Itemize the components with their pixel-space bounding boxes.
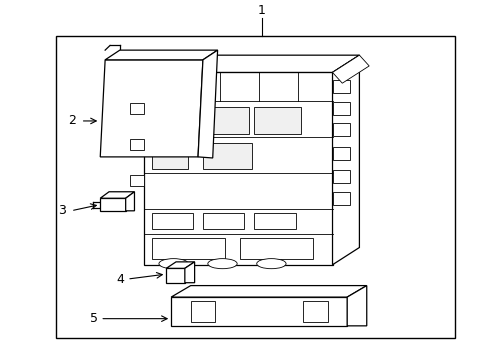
Polygon shape <box>198 50 217 158</box>
Text: 4: 4 <box>117 273 124 285</box>
Text: 5: 5 <box>90 312 98 325</box>
Polygon shape <box>239 238 312 259</box>
Polygon shape <box>151 107 198 134</box>
Polygon shape <box>332 147 349 160</box>
Polygon shape <box>129 103 144 114</box>
Bar <box>56 36 454 338</box>
Polygon shape <box>332 102 349 115</box>
Polygon shape <box>100 198 125 211</box>
Polygon shape <box>144 55 359 72</box>
Polygon shape <box>166 268 184 283</box>
Polygon shape <box>125 192 134 211</box>
Polygon shape <box>144 72 332 265</box>
Polygon shape <box>129 139 144 150</box>
Polygon shape <box>303 301 327 322</box>
Polygon shape <box>151 213 193 229</box>
Polygon shape <box>346 285 366 326</box>
Polygon shape <box>332 192 349 205</box>
Polygon shape <box>151 143 188 170</box>
Ellipse shape <box>207 258 237 269</box>
Polygon shape <box>100 60 203 157</box>
Polygon shape <box>332 55 368 83</box>
Polygon shape <box>100 192 134 198</box>
Polygon shape <box>105 50 217 60</box>
Polygon shape <box>254 213 295 229</box>
Text: 2: 2 <box>68 114 76 127</box>
Polygon shape <box>190 301 215 322</box>
Polygon shape <box>166 262 194 268</box>
Text: 3: 3 <box>58 204 66 217</box>
Ellipse shape <box>159 258 188 269</box>
Polygon shape <box>332 123 349 136</box>
Polygon shape <box>171 297 346 326</box>
Polygon shape <box>203 143 251 170</box>
Text: 1: 1 <box>257 4 265 17</box>
Ellipse shape <box>256 258 285 269</box>
Polygon shape <box>203 213 244 229</box>
Polygon shape <box>151 238 224 259</box>
Polygon shape <box>332 80 349 93</box>
Polygon shape <box>129 175 144 186</box>
Polygon shape <box>332 55 359 265</box>
Polygon shape <box>254 107 300 134</box>
Polygon shape <box>184 262 194 283</box>
Polygon shape <box>171 285 366 297</box>
Polygon shape <box>332 170 349 183</box>
Polygon shape <box>203 107 249 134</box>
